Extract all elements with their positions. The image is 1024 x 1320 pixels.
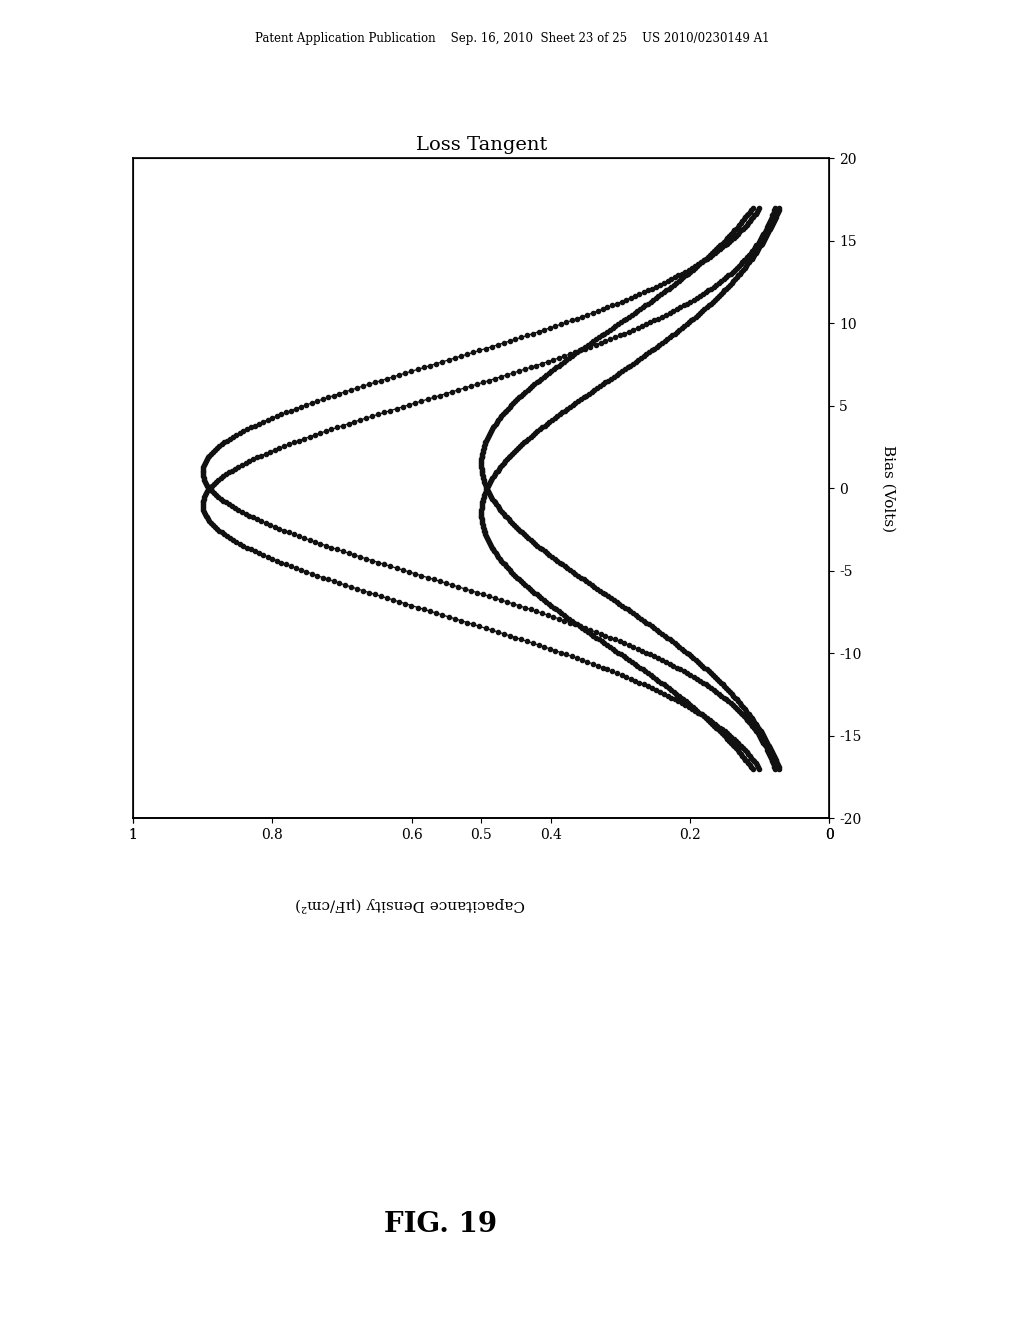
Text: FIG. 19: FIG. 19: [384, 1212, 497, 1238]
Y-axis label: Bias (Volts): Bias (Volts): [881, 445, 895, 532]
Text: Capacitance Density (μF/cm²): Capacitance Density (μF/cm²): [295, 896, 524, 912]
X-axis label: Loss Tangent: Loss Tangent: [416, 136, 547, 154]
Text: Patent Application Publication    Sep. 16, 2010  Sheet 23 of 25    US 2010/02301: Patent Application Publication Sep. 16, …: [255, 32, 769, 45]
